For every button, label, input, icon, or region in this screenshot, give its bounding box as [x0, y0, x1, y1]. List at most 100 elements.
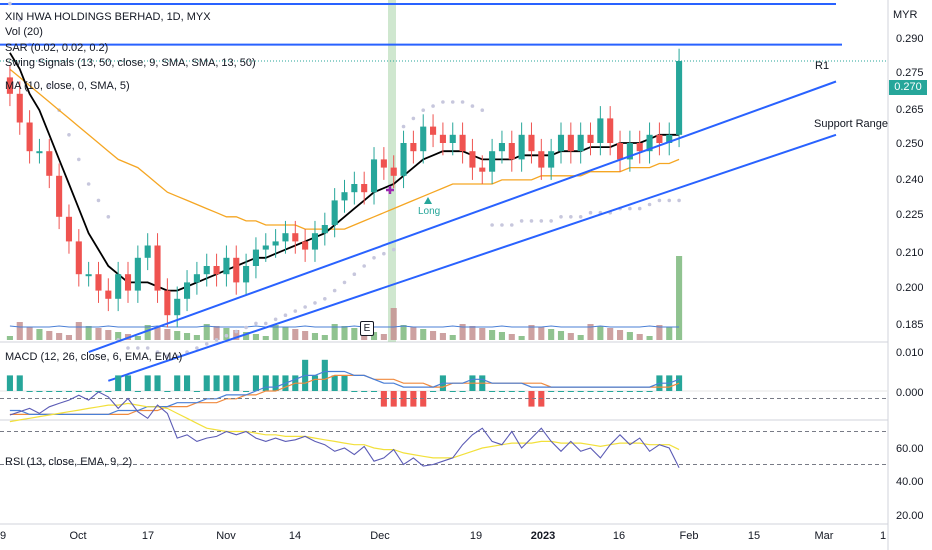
price-tick-label: 0.290	[896, 33, 924, 45]
candle-body	[370, 159, 378, 193]
long-signal-marker	[424, 197, 432, 204]
sar-dot	[470, 104, 475, 108]
sar-dot	[667, 198, 672, 203]
volume-bar	[489, 330, 496, 340]
candle-body	[16, 93, 23, 123]
sar-dot	[450, 100, 455, 104]
macd-histogram-bar	[154, 375, 161, 391]
candle-body	[449, 134, 456, 143]
time-tick-label: 16	[613, 530, 625, 542]
sar-dot	[342, 280, 347, 285]
earnings-badge[interactable]: E	[360, 321, 374, 336]
macd-histogram-bar	[351, 391, 358, 392]
indicator-vol[interactable]: Vol (20)	[5, 26, 43, 38]
volume-bar	[626, 332, 633, 340]
time-tick-label: Nov	[216, 530, 236, 542]
indicator-sar[interactable]: SAR (0.02, 0.02, 0.2)	[5, 42, 109, 54]
volume-bar	[518, 336, 525, 340]
candle-body	[459, 134, 466, 152]
macd-histogram-bar	[16, 375, 23, 391]
candle-body	[528, 134, 535, 152]
macd-histogram-bar	[272, 375, 279, 391]
sar-dot	[67, 133, 71, 137]
sar-dot	[509, 223, 514, 227]
candle-body	[430, 126, 437, 135]
volume-bar	[331, 324, 338, 340]
indicator-swing-signals[interactable]: Swing Signals (13, 50, close, 9, SMA, SM…	[5, 57, 256, 69]
volume-bar	[597, 326, 604, 340]
macd-histogram-bar	[321, 359, 328, 391]
price-tick-label: 0.210	[896, 247, 924, 259]
volume-bar	[459, 324, 466, 340]
macd-histogram-bar	[548, 391, 555, 392]
candle-body	[75, 241, 82, 275]
sar-dot	[362, 264, 366, 268]
volume-bar	[154, 327, 161, 340]
candle-body	[351, 184, 358, 193]
macd-histogram-bar	[26, 391, 33, 392]
macd-legend[interactable]: MACD (12, 26, close, 6, EMA, EMA)	[5, 351, 183, 363]
time-tick-label: Mar	[815, 530, 834, 542]
volume-bar	[282, 327, 289, 340]
indicator-ma[interactable]: MA (10, close, 0, SMA, 5)	[5, 80, 130, 92]
candle-body	[213, 266, 220, 275]
candle-body	[420, 126, 427, 152]
sar-dot	[480, 108, 485, 112]
volume-bar	[656, 325, 663, 340]
macd-histogram-bar	[449, 391, 456, 392]
macd-histogram-bar	[626, 391, 633, 392]
last-price-tag: 0.270	[889, 80, 927, 95]
candle-body	[6, 77, 13, 94]
sar-dot	[588, 210, 593, 215]
sar-dot	[234, 329, 239, 334]
volume-bar	[46, 331, 53, 340]
macd-histogram-bar	[252, 375, 259, 391]
volume-bar	[302, 331, 309, 340]
rsi-legend[interactable]: RSI (13, close, EMA, 9, 2)	[5, 456, 133, 468]
candle-body	[65, 216, 73, 242]
candle-body	[498, 143, 505, 152]
sar-dot	[382, 251, 386, 256]
price-tick-label: 0.265	[896, 104, 924, 116]
time-tick-label: 15	[748, 530, 760, 542]
support-range-label: Support Range	[814, 118, 888, 130]
volume-bar	[213, 326, 220, 340]
candle-body	[272, 241, 279, 246]
candle-body	[676, 61, 683, 135]
macd-histogram-bar	[233, 375, 240, 391]
price-tick-label: 0.250	[896, 138, 924, 150]
sar-dot	[411, 116, 416, 121]
price-tick-label: 0.185	[896, 319, 924, 331]
sar-dot	[431, 104, 435, 108]
volume-bar	[380, 334, 387, 340]
volume-bar	[144, 325, 151, 340]
sar-dot	[332, 288, 337, 293]
candle-body	[184, 282, 191, 299]
macd-histogram-bar	[144, 375, 151, 391]
macd-histogram-bar	[370, 391, 378, 392]
macd-histogram-bar	[567, 391, 574, 392]
candle-body	[95, 274, 102, 291]
rsi-tick-label: 60.00	[896, 443, 924, 455]
candle-body	[636, 143, 643, 152]
ma-slow-line	[9, 68, 680, 230]
symbol-title[interactable]: XIN HWA HOLDINGS BERHAD, 1D, MYX	[5, 11, 211, 23]
sar-dot	[126, 346, 130, 350]
sar-dot	[254, 321, 258, 326]
macd-histogram-bar	[193, 391, 200, 392]
macd-histogram-bar	[184, 375, 191, 391]
currency-label: MYR	[893, 9, 918, 21]
macd-histogram-bar	[262, 375, 269, 391]
sar-dot	[224, 333, 229, 338]
volume-bar	[341, 326, 348, 340]
candle-body	[616, 143, 624, 160]
volume-bar	[75, 322, 82, 340]
macd-histogram-bar	[587, 391, 594, 392]
sar-dot	[136, 346, 140, 350]
volume-bar	[607, 328, 614, 340]
macd-histogram-bar	[65, 391, 73, 392]
volume-bar	[272, 325, 279, 340]
candle-body	[282, 233, 289, 242]
macd-histogram-bar	[498, 391, 505, 392]
candle-body	[380, 159, 387, 168]
